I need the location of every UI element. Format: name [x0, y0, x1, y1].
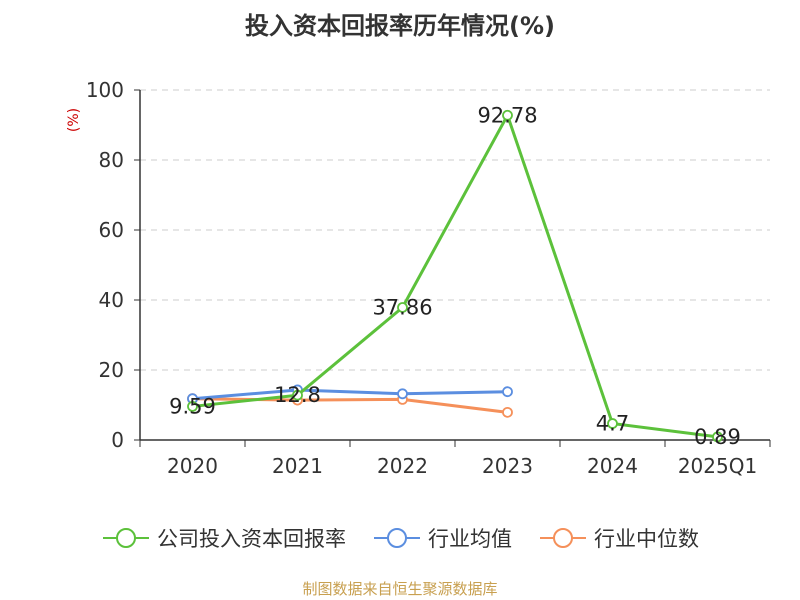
line-chart: 0 20 40 60 80 100 2020 2021 2022 2023 2024 2025Q1 9.… — [86, 78, 771, 478]
data-label-2022: 37.86 — [372, 295, 432, 319]
series-line-company — [192, 113, 718, 439]
point-company-2023 — [502, 109, 513, 121]
legend-marker-company — [103, 528, 149, 548]
data-label-2024: 4.7 — [596, 412, 629, 436]
series-line-avg — [192, 388, 508, 401]
point-company-2025Q1 — [712, 431, 723, 443]
point-company-2021 — [292, 389, 303, 401]
point-median-2023 — [502, 406, 513, 418]
legend-marker-median — [540, 528, 586, 548]
point-company-2022 — [397, 302, 408, 313]
legend: 公司投入资本回报率 行业均值 行业中位数 — [0, 522, 800, 554]
legend-item-company[interactable]: 公司投入资本回报率 — [101, 523, 346, 553]
chart-title: 投入资本回报率历年情况(%) — [245, 12, 555, 40]
x-tick-label-2025Q1: 2025Q1 — [678, 454, 757, 478]
point-avg-2022 — [397, 388, 408, 400]
point-company-2020 — [187, 401, 198, 412]
legend-marker-avg — [374, 528, 420, 548]
y-tick-label: 0 — [111, 428, 124, 452]
point-avg-2023 — [502, 386, 513, 398]
x-tick-label-2021: 2021 — [272, 454, 323, 478]
y-tick-label: 80 — [99, 148, 124, 172]
x-tick-label-2020: 2020 — [167, 454, 218, 478]
y-tick-label: 20 — [99, 358, 124, 382]
x-tick-label-2022: 2022 — [377, 454, 428, 478]
x-tick-label-2023: 2023 — [482, 454, 533, 478]
y-tick-label: 100 — [86, 78, 124, 102]
data-label-2023: 92.78 — [477, 103, 537, 127]
data-label-2021: 12.8 — [274, 383, 321, 407]
y-tick-label: 60 — [99, 218, 124, 242]
point-company-2024 — [607, 418, 618, 429]
legend-item-avg[interactable]: 行业均值 — [372, 523, 512, 553]
legend-label-median: 行业中位数 — [594, 527, 699, 551]
data-label-2025Q1: 0.89 — [694, 425, 741, 449]
legend-item-median[interactable]: 行业中位数 — [538, 523, 699, 553]
legend-label-avg: 行业均值 — [428, 527, 512, 551]
x-tick-label-2024: 2024 — [587, 454, 638, 478]
data-label-2020: 9.59 — [169, 394, 216, 418]
legend-label-company: 公司投入资本回报率 — [157, 527, 346, 551]
y-tick-label: 40 — [99, 288, 124, 312]
data-source-note: 制图数据来自恒生聚源数据库 — [302, 580, 498, 598]
